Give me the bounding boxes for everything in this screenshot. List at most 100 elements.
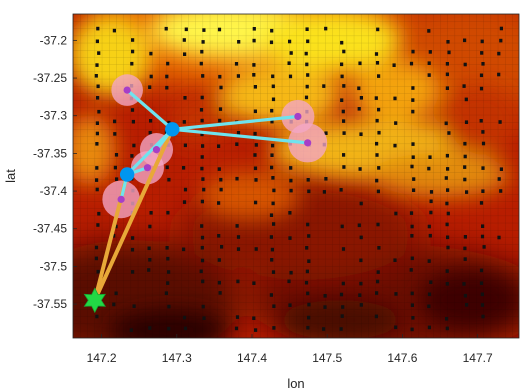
scatter-dot [236, 247, 241, 251]
scatter-dot [480, 39, 484, 44]
scatter-dot [95, 63, 99, 67]
scatter-dot [497, 72, 501, 77]
scatter-dot [307, 302, 311, 307]
scatter-dot [357, 223, 361, 228]
scatter-dot [497, 177, 501, 181]
scatter-dot [359, 132, 363, 136]
scatter-dot [165, 85, 169, 90]
scatter-dot [165, 246, 169, 250]
scatter-dot [252, 27, 256, 31]
scatter-dot [497, 51, 501, 56]
scatter-dot [129, 328, 133, 332]
scatter-dot [95, 131, 99, 136]
scatter-dot [322, 327, 326, 331]
scatter-dot [499, 189, 503, 193]
scatter-dot [288, 303, 292, 307]
x-axis-label: lon [287, 376, 304, 391]
scatter-dot [235, 142, 239, 146]
scatter-dot [463, 293, 467, 298]
scatter-dot [357, 86, 361, 91]
scatter-dot [463, 141, 467, 146]
hub-target-link [170, 127, 310, 145]
scatter-dot [411, 109, 415, 114]
scatter-dot [234, 62, 239, 66]
scatter-dot [95, 314, 99, 319]
scatter-dot [427, 166, 431, 171]
scatter-dot [182, 315, 187, 320]
scatter-dot [254, 247, 258, 251]
scatter-dot [94, 245, 99, 250]
scatter-dot [445, 317, 449, 321]
scatter-dot [375, 291, 379, 295]
y-tick-label: -37.3 [40, 109, 68, 123]
scatter-dot [182, 38, 186, 42]
scatter-dot [463, 257, 467, 261]
scatter-dot [465, 190, 469, 194]
scatter-dot [167, 177, 171, 182]
scatter-dot [95, 39, 99, 44]
scatter-dot [132, 143, 136, 148]
scatter-dot [306, 325, 310, 330]
scatter-dot [446, 188, 450, 192]
y-tick-label: -37.5 [40, 259, 68, 273]
scatter-dot [252, 73, 256, 77]
y-axis-ticks: -37.2 -37.25 -37.3 -37.35 -37.4 -37.45 -37.5 -3… [33, 33, 77, 311]
scatter-dot [217, 167, 221, 171]
scatter-dot [149, 211, 153, 215]
scatter-dot [409, 268, 413, 272]
scatter-dot [375, 153, 379, 157]
scatter-dot [182, 200, 187, 204]
scatter-dot [393, 258, 397, 262]
scatter-dot [306, 291, 310, 296]
scatter-dot [183, 326, 188, 331]
scatter-dot [445, 282, 449, 286]
scatter-dot [253, 109, 257, 114]
hub-target-link [170, 114, 300, 131]
scatter-dot [411, 86, 415, 90]
scatter-dot [217, 27, 222, 32]
scatter-dot [131, 270, 135, 274]
scatter-dot [199, 108, 204, 112]
scatter-dot [131, 49, 135, 54]
scatter-dot [96, 84, 100, 89]
scatter-dot [200, 199, 204, 204]
scatter-dot [324, 177, 328, 181]
scatter-dot [410, 224, 414, 229]
target-point [304, 139, 312, 147]
scatter-dot [411, 155, 415, 159]
scatter-dot [482, 245, 486, 249]
scatter-dot [97, 109, 101, 114]
scatter-dot [252, 281, 256, 285]
scatter-dot [358, 167, 362, 171]
scatter-dot [339, 292, 344, 297]
scatter-dot [411, 98, 415, 102]
scatter-dot [410, 256, 414, 261]
scatter-dot [427, 259, 431, 263]
scatter-dot [234, 326, 239, 331]
scatter-dot [149, 51, 153, 56]
target-point [143, 164, 152, 172]
scatter-dot [130, 247, 135, 252]
scatter-dot [114, 224, 118, 229]
scatter-dot [322, 84, 326, 88]
scatter-dot [462, 282, 466, 286]
target-points [117, 86, 312, 203]
scatter-dot [200, 49, 204, 54]
scatter-dot [410, 291, 414, 296]
y-tick-label: -37.2 [40, 33, 68, 47]
scatter-dot [271, 143, 275, 148]
scatter-dot [200, 155, 204, 159]
hub-marker [165, 122, 180, 137]
scatter-dot [411, 316, 415, 320]
scatter-dot [167, 326, 171, 331]
scatter-dot [202, 316, 206, 320]
scatter-dot [463, 165, 467, 169]
scatter-dot [339, 327, 343, 331]
scatter-dot [427, 325, 431, 330]
scatter-dot [306, 222, 310, 227]
scatter-dot [428, 233, 432, 238]
scatter-dot [427, 304, 431, 309]
scatter-dot [218, 74, 222, 79]
scatter-dot [166, 281, 170, 285]
